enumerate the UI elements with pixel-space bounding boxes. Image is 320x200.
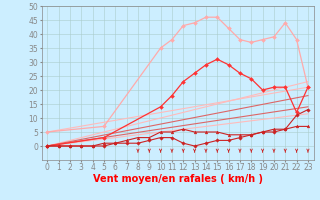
X-axis label: Vent moyen/en rafales ( km/h ): Vent moyen/en rafales ( km/h )	[92, 174, 263, 184]
